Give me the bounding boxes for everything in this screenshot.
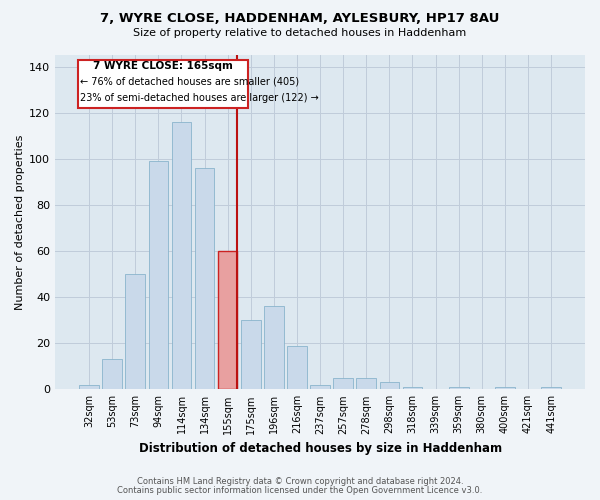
X-axis label: Distribution of detached houses by size in Haddenham: Distribution of detached houses by size …	[139, 442, 502, 455]
Bar	[541, 387, 561, 390]
Bar	[78, 60, 248, 108]
Text: 23% of semi-detached houses are larger (122) →: 23% of semi-detached houses are larger (…	[80, 93, 319, 103]
Text: Contains HM Land Registry data © Crown copyright and database right 2024.: Contains HM Land Registry data © Crown c…	[137, 477, 463, 486]
Bar	[264, 306, 284, 390]
Bar	[449, 387, 469, 390]
Text: 7, WYRE CLOSE, HADDENHAM, AYLESBURY, HP17 8AU: 7, WYRE CLOSE, HADDENHAM, AYLESBURY, HP1…	[100, 12, 500, 26]
Bar	[356, 378, 376, 390]
Bar	[103, 360, 122, 390]
Bar	[287, 346, 307, 390]
Bar	[495, 387, 515, 390]
Bar	[334, 378, 353, 390]
Bar	[241, 320, 260, 390]
Bar	[172, 122, 191, 390]
Bar	[79, 384, 99, 390]
Y-axis label: Number of detached properties: Number of detached properties	[15, 134, 25, 310]
Bar	[403, 387, 422, 390]
Bar	[380, 382, 399, 390]
Text: 7 WYRE CLOSE: 165sqm: 7 WYRE CLOSE: 165sqm	[93, 61, 233, 71]
Bar	[218, 251, 238, 390]
Bar	[149, 161, 168, 390]
Text: Size of property relative to detached houses in Haddenham: Size of property relative to detached ho…	[133, 28, 467, 38]
Text: Contains public sector information licensed under the Open Government Licence v3: Contains public sector information licen…	[118, 486, 482, 495]
Bar	[310, 384, 330, 390]
Text: ← 76% of detached houses are smaller (405): ← 76% of detached houses are smaller (40…	[80, 77, 299, 87]
Bar	[195, 168, 214, 390]
Bar	[125, 274, 145, 390]
